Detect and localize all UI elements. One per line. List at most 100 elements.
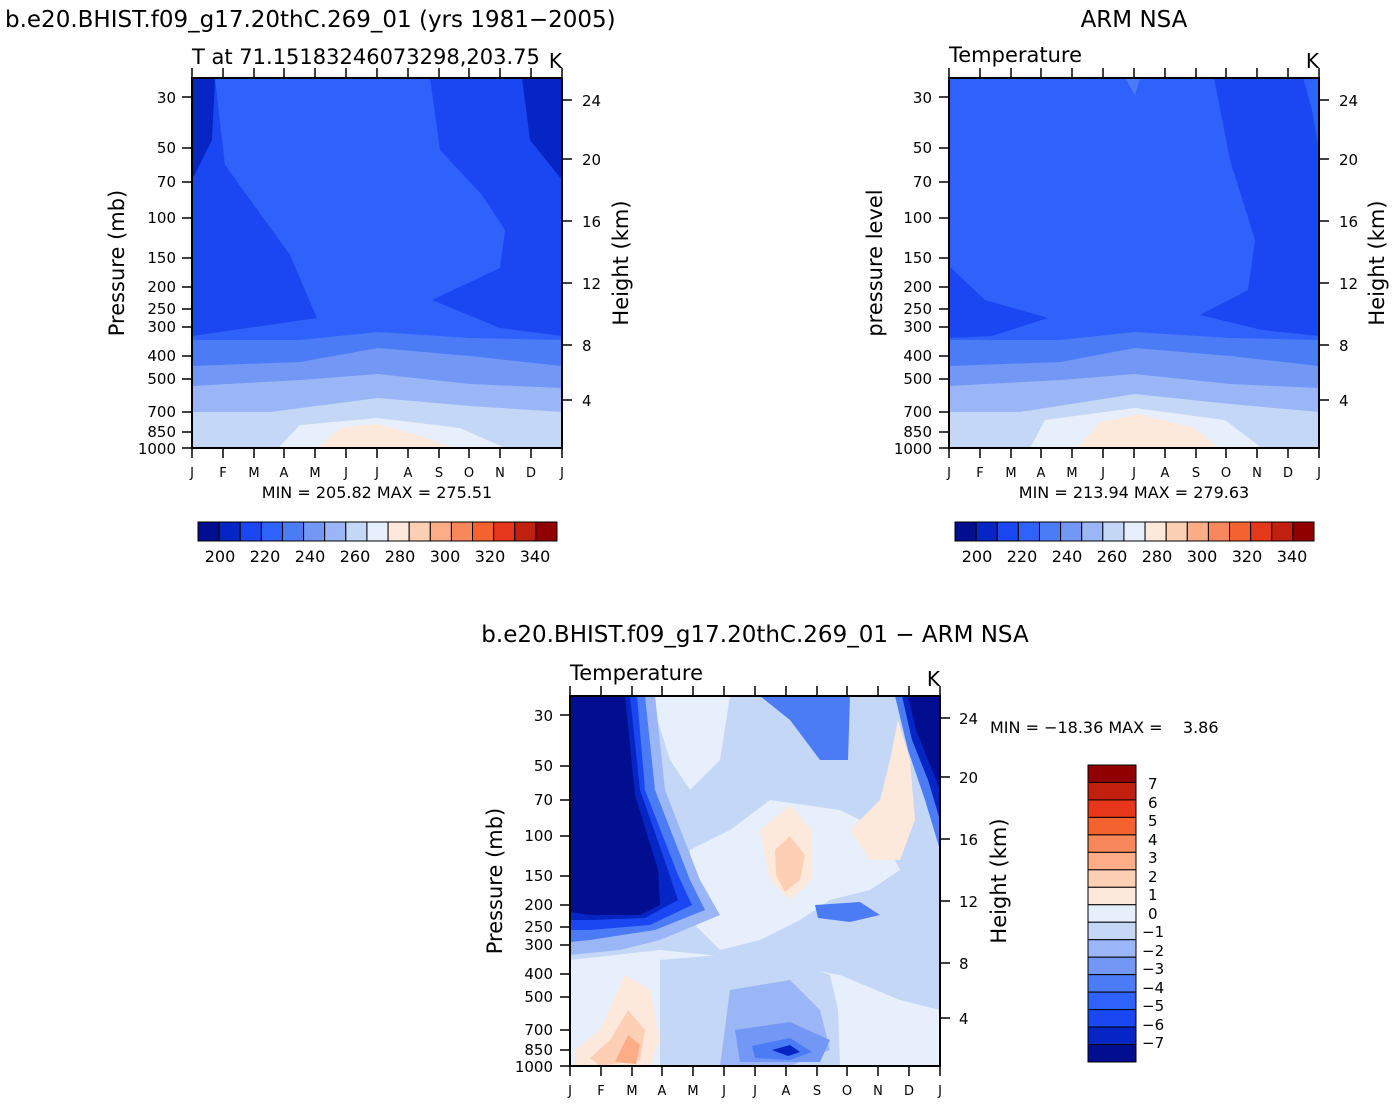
contour-band-minus3-mid: [815, 902, 880, 922]
x-tick-label: F: [597, 1084, 604, 1099]
panel-model-title: b.e20.BHIST.f09_g17.20thC.269_01 (yrs 19…: [5, 7, 616, 33]
y2-tick-label: 24: [1339, 92, 1358, 110]
contour-band-cold-left-core: [570, 696, 660, 915]
colorbar-label: 3: [1148, 849, 1158, 867]
contour-band-cold-left: [192, 78, 317, 336]
colorbar-label: 1: [1148, 886, 1158, 904]
colorbar-swatch: [1186, 521, 1209, 542]
y-tick-label: 850: [903, 423, 932, 441]
y-tick-label: 400: [147, 347, 176, 365]
panel-diff-stats: MIN = −18.36 MAX = 3.86: [990, 718, 1219, 737]
y-tick-label: 250: [524, 918, 553, 936]
colorbar-swatch: [1087, 781, 1137, 801]
colorbar-swatch: [535, 521, 558, 542]
y-tick-label: 70: [534, 791, 553, 809]
colorbar-label: 220: [250, 547, 281, 566]
y2-tick-label: 4: [582, 392, 592, 410]
colorbar-swatch: [1250, 521, 1273, 542]
y2-tick-label: 8: [1339, 337, 1349, 355]
colorbar-swatch: [345, 521, 368, 542]
colorbar-swatch: [954, 521, 977, 542]
x-tick-label: J: [946, 466, 951, 481]
y2-tick-label: 20: [1339, 151, 1358, 169]
colorbar-swatch: [1081, 521, 1104, 542]
y-tick-label: 500: [903, 370, 932, 388]
y-axis-label: Pressure (mb): [483, 808, 507, 955]
x-tick-label: O: [842, 1084, 852, 1099]
x-tick-label: D: [904, 1084, 914, 1099]
colorbar-swatch: [1292, 521, 1315, 542]
colorbar-swatch: [1087, 974, 1137, 993]
y-tick-label: 50: [157, 139, 176, 157]
x-tick-label: J: [1131, 466, 1136, 481]
y-tick-label: 1000: [138, 440, 176, 458]
y-tick-label: 400: [524, 965, 553, 983]
panel-model-contour: [192, 78, 562, 448]
y2-ticks: [1319, 99, 1329, 401]
y2-tick-label: 8: [582, 337, 592, 355]
contour-band-cold-right: [430, 78, 562, 336]
y-tick-label: 30: [913, 89, 932, 107]
y2-tick-label: 20: [582, 151, 601, 169]
contour-band-warm-lower3: [615, 1035, 640, 1064]
x-ticks: [948, 68, 1320, 458]
colorbar-label: 300: [1187, 547, 1218, 566]
colorbar-swatch: [1087, 834, 1137, 853]
y-tick-label: 850: [147, 423, 176, 441]
colorbar-label: 320: [1232, 547, 1263, 566]
panel-diff-right-axis: 24 20 16 12 8 4 Height (km): [940, 710, 1011, 1028]
panel-model-x-axis: J F M A M J J A S O N D J: [189, 68, 564, 481]
colorbar-swatch: [1087, 851, 1137, 871]
x-tick-label: J: [189, 466, 194, 481]
panel-diff: b.e20.BHIST.f09_g17.20thC.269_01 − ARM N…: [481, 622, 1218, 1099]
colorbar-swatch: [1087, 1009, 1137, 1028]
y-tick-label: 200: [903, 278, 932, 296]
y2-axis-label: Height (km): [1365, 200, 1389, 325]
colorbar-swatch: [1087, 799, 1137, 818]
y-tick-label: 30: [534, 707, 553, 725]
y2-tick-label: 4: [959, 1010, 969, 1028]
colorbar-label: −2: [1142, 942, 1164, 960]
x-tick-label: O: [464, 466, 474, 481]
panel-obs-subtitle: Temperature: [948, 43, 1082, 67]
colorbar-swatch: [975, 521, 998, 542]
contour-band-cold-left: [949, 78, 1048, 338]
colorbar-swatch: [1017, 521, 1040, 542]
y-axis-label: pressure level: [863, 189, 887, 336]
panel-obs-left-axis: 30 50 70 100 150 200 250 300 400 500 700…: [863, 89, 949, 458]
y2-axis-label: Height (km): [609, 200, 633, 325]
x-tick-label: A: [280, 466, 289, 481]
panel-diff-colorbar: 7 6 5 4 3 2 1 0 −1 −2 −3 −4 −5 −6 −7: [1087, 764, 1164, 1063]
x-tick-label: J: [721, 1084, 726, 1099]
colorbar-swatch: [1087, 956, 1137, 976]
y-ticks: [939, 96, 949, 449]
colorbar-swatch: [1087, 816, 1137, 836]
y-tick-label: 70: [157, 173, 176, 191]
y-tick-label: 300: [147, 318, 176, 336]
colorbar-label: 5: [1148, 812, 1158, 830]
colorbar-swatch: [1087, 904, 1137, 923]
colorbar-label: −7: [1142, 1034, 1164, 1052]
y-tick-label: 700: [903, 403, 932, 421]
contour-band-warm-tip: [1125, 78, 1140, 95]
y-ticks: [560, 714, 570, 1067]
y2-tick-label: 8: [959, 955, 969, 973]
contour-band-cold-right-core: [908, 696, 940, 790]
colorbar-label: −4: [1142, 979, 1164, 997]
colorbar-label: 6: [1148, 794, 1158, 812]
y2-tick-label: 16: [1339, 213, 1358, 231]
x-tick-label: A: [658, 1084, 667, 1099]
y2-tick-label: 24: [959, 710, 978, 728]
colorbar-swatch: [1087, 991, 1137, 1011]
colorbar-swatch: [1087, 886, 1137, 906]
panel-model-subtitle: T at 71.15183246073298,203.75: [191, 45, 540, 69]
panel-obs: ARM NSA Temperature K 30 50 70 100 150 2…: [863, 7, 1389, 566]
x-ticks: [569, 686, 941, 1076]
y-tick-label: 250: [903, 300, 932, 318]
y2-ticks: [562, 99, 572, 401]
x-tick-label: J: [1100, 466, 1105, 481]
colorbar-swatch: [1271, 521, 1294, 542]
x-tick-label: J: [343, 466, 348, 481]
y-tick-label: 100: [147, 209, 176, 227]
y-axis-label: Pressure (mb): [105, 190, 129, 337]
